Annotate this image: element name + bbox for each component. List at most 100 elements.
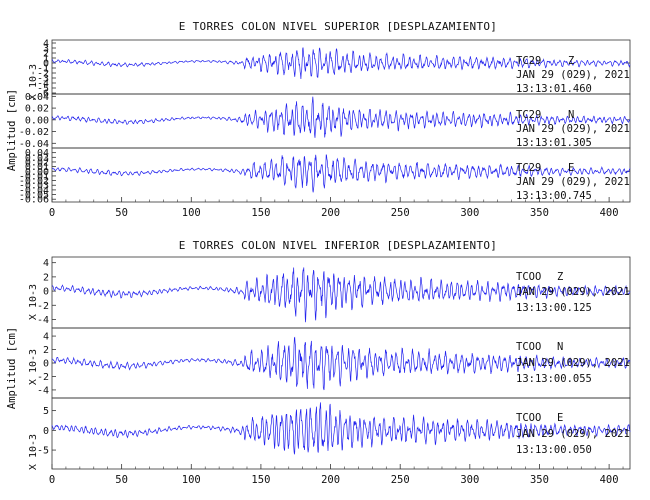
component-label: N	[568, 109, 574, 121]
scale-label: X 10-3	[28, 434, 39, 470]
y-tick-label: -5	[37, 446, 49, 457]
station-code: TC29	[516, 162, 541, 174]
x-tick-label: 250	[391, 207, 410, 219]
y-tick-label: -0.02	[19, 127, 49, 138]
scale-label: X 10-3	[28, 349, 39, 385]
y-tick-label: 4	[43, 258, 49, 269]
y-tick-label: -0.06	[19, 195, 49, 206]
y-tick-label: 0.02	[25, 104, 49, 115]
station-code: TC29	[516, 109, 541, 121]
record-date: JAN 29 (029), 2021	[516, 428, 630, 440]
y-axis-ticks: 4 2 0 -2 -4	[37, 332, 630, 396]
y-tick-label: 0.00	[25, 167, 49, 178]
waveform-trace	[51, 96, 631, 138]
station-code: TCOO	[516, 412, 541, 424]
x-tick-label: 50	[115, 207, 128, 219]
y-tick-label: 0.00	[25, 115, 49, 126]
y-tick-label: 0	[43, 59, 49, 70]
x-tick-label: 200	[321, 474, 340, 486]
waveform-panel: 4 2 0 -2 -4 X 10-3 TCOO Z JAN 29 (029), 2021…	[28, 256, 631, 329]
chart-title: E TORRES COLON NIVEL SUPERIOR [DESPLAZAM…	[179, 20, 497, 33]
x-tick-label: 300	[460, 207, 479, 219]
y-tick-label: 4	[43, 332, 49, 343]
y-tick-label: -0.03	[19, 181, 49, 192]
panel-frame	[51, 397, 631, 470]
component-label: N	[557, 341, 563, 353]
x-tick-label: 150	[251, 207, 270, 219]
x-tick-label: 300	[460, 474, 479, 486]
record-time: 13:13:01.305	[516, 137, 592, 149]
waveform-panel: 4 2 0 -2 -4 X 10-3 TCOO N JAN 29 (029), 2021…	[28, 327, 631, 399]
y-tick-label: -4	[37, 315, 49, 326]
waveform-trace	[51, 402, 631, 455]
y-tick-label: 0.03	[25, 153, 49, 164]
waveform-trace	[51, 336, 631, 391]
y-tick-label: -3	[37, 74, 49, 85]
x-tick-label: 100	[182, 474, 201, 486]
x-tick-label: 200	[321, 207, 340, 219]
y-tick-label: -6	[37, 89, 49, 100]
x-tick-label: 350	[530, 474, 549, 486]
waveform-trace	[51, 267, 631, 323]
y-tick-label: -5	[37, 84, 49, 95]
y-axis-label: Amplitud [cm]	[6, 327, 18, 409]
chart-title: E TORRES COLON NIVEL INFERIOR [DESPLAZAM…	[179, 239, 497, 252]
y-axis-ticks: 4 2 0 -2 -4	[37, 258, 630, 326]
y-tick-label: 0.01	[25, 162, 49, 173]
record-time: 13:13:00.125	[516, 302, 592, 314]
y-tick-label: -0.04	[19, 139, 49, 150]
y-tick-label: 2	[43, 49, 49, 60]
y-tick-label: 5	[43, 406, 49, 417]
record-time: 13:13:00.050	[516, 444, 592, 456]
station-code: TC29	[516, 55, 541, 67]
y-tick-label: 0.02	[25, 157, 49, 168]
x-axis-ticks: 0 50 100 150 200 250 300 350 400	[49, 464, 624, 486]
y-tick-label: -0.04	[19, 185, 49, 196]
waveform-trace	[51, 47, 631, 80]
y-axis-ticks: 0.040.030.020.010.00-0.01-0.02-0.03-0.04…	[19, 148, 630, 206]
x-axis-ticks: 0 50 100 150 200 250 300 350 400	[49, 197, 624, 219]
station-code: TCOO	[516, 341, 541, 353]
waveform-panel: 0.040.030.020.010.00-0.01-0.02-0.03-0.04…	[19, 147, 631, 206]
record-date: JAN 29 (029), 2021	[516, 286, 630, 298]
x-tick-label: 0	[49, 474, 55, 486]
x-tick-label: 400	[600, 474, 619, 486]
waveform-panel: 5 0 -5 X 10-3 TCOO E JAN 29 (029), 2021 13…	[28, 397, 631, 470]
y-tick-label: 1	[43, 54, 49, 65]
y-tick-label: -1	[37, 64, 49, 75]
y-tick-label: 0	[43, 359, 49, 370]
y-tick-label: 0.04	[25, 92, 49, 103]
y-tick-label: -2	[37, 372, 49, 383]
x-tick-label: 250	[391, 474, 410, 486]
component-label: E	[568, 162, 574, 174]
record-time: 13:13:00.745	[516, 190, 592, 202]
y-tick-label: -2	[37, 69, 49, 80]
y-tick-label: -0.05	[19, 190, 49, 201]
record-date: JAN 29 (029), 2021	[516, 69, 630, 81]
y-tick-label: 4	[43, 39, 49, 50]
y-axis-ticks: 5 0 -5	[37, 406, 630, 457]
record-date: JAN 29 (029), 2021	[516, 176, 630, 188]
record-time: 13:13:01.460	[516, 83, 592, 95]
scale-label: X 10-3	[28, 284, 39, 320]
x-tick-label: 400	[600, 207, 619, 219]
y-tick-label: -4	[37, 385, 49, 396]
y-axis-label: Amplitud [cm]	[6, 89, 18, 171]
y-tick-label: 3	[43, 44, 49, 55]
y-tick-label: 2	[43, 345, 49, 356]
y-axis-ticks: 0.040.020.00-0.02-0.04	[19, 92, 630, 150]
record-time: 13:13:00.055	[516, 373, 592, 385]
x-tick-label: 350	[530, 207, 549, 219]
scale-label: X 10-3	[28, 64, 39, 100]
panel-frame	[51, 147, 631, 203]
component-label: Z	[557, 271, 563, 283]
x-tick-label: 50	[115, 474, 128, 486]
x-tick-label: 100	[182, 207, 201, 219]
y-tick-label: -2	[37, 301, 49, 312]
component-label: E	[557, 412, 563, 424]
y-tick-label: 0.04	[25, 148, 49, 159]
y-tick-label: 0	[43, 287, 49, 298]
